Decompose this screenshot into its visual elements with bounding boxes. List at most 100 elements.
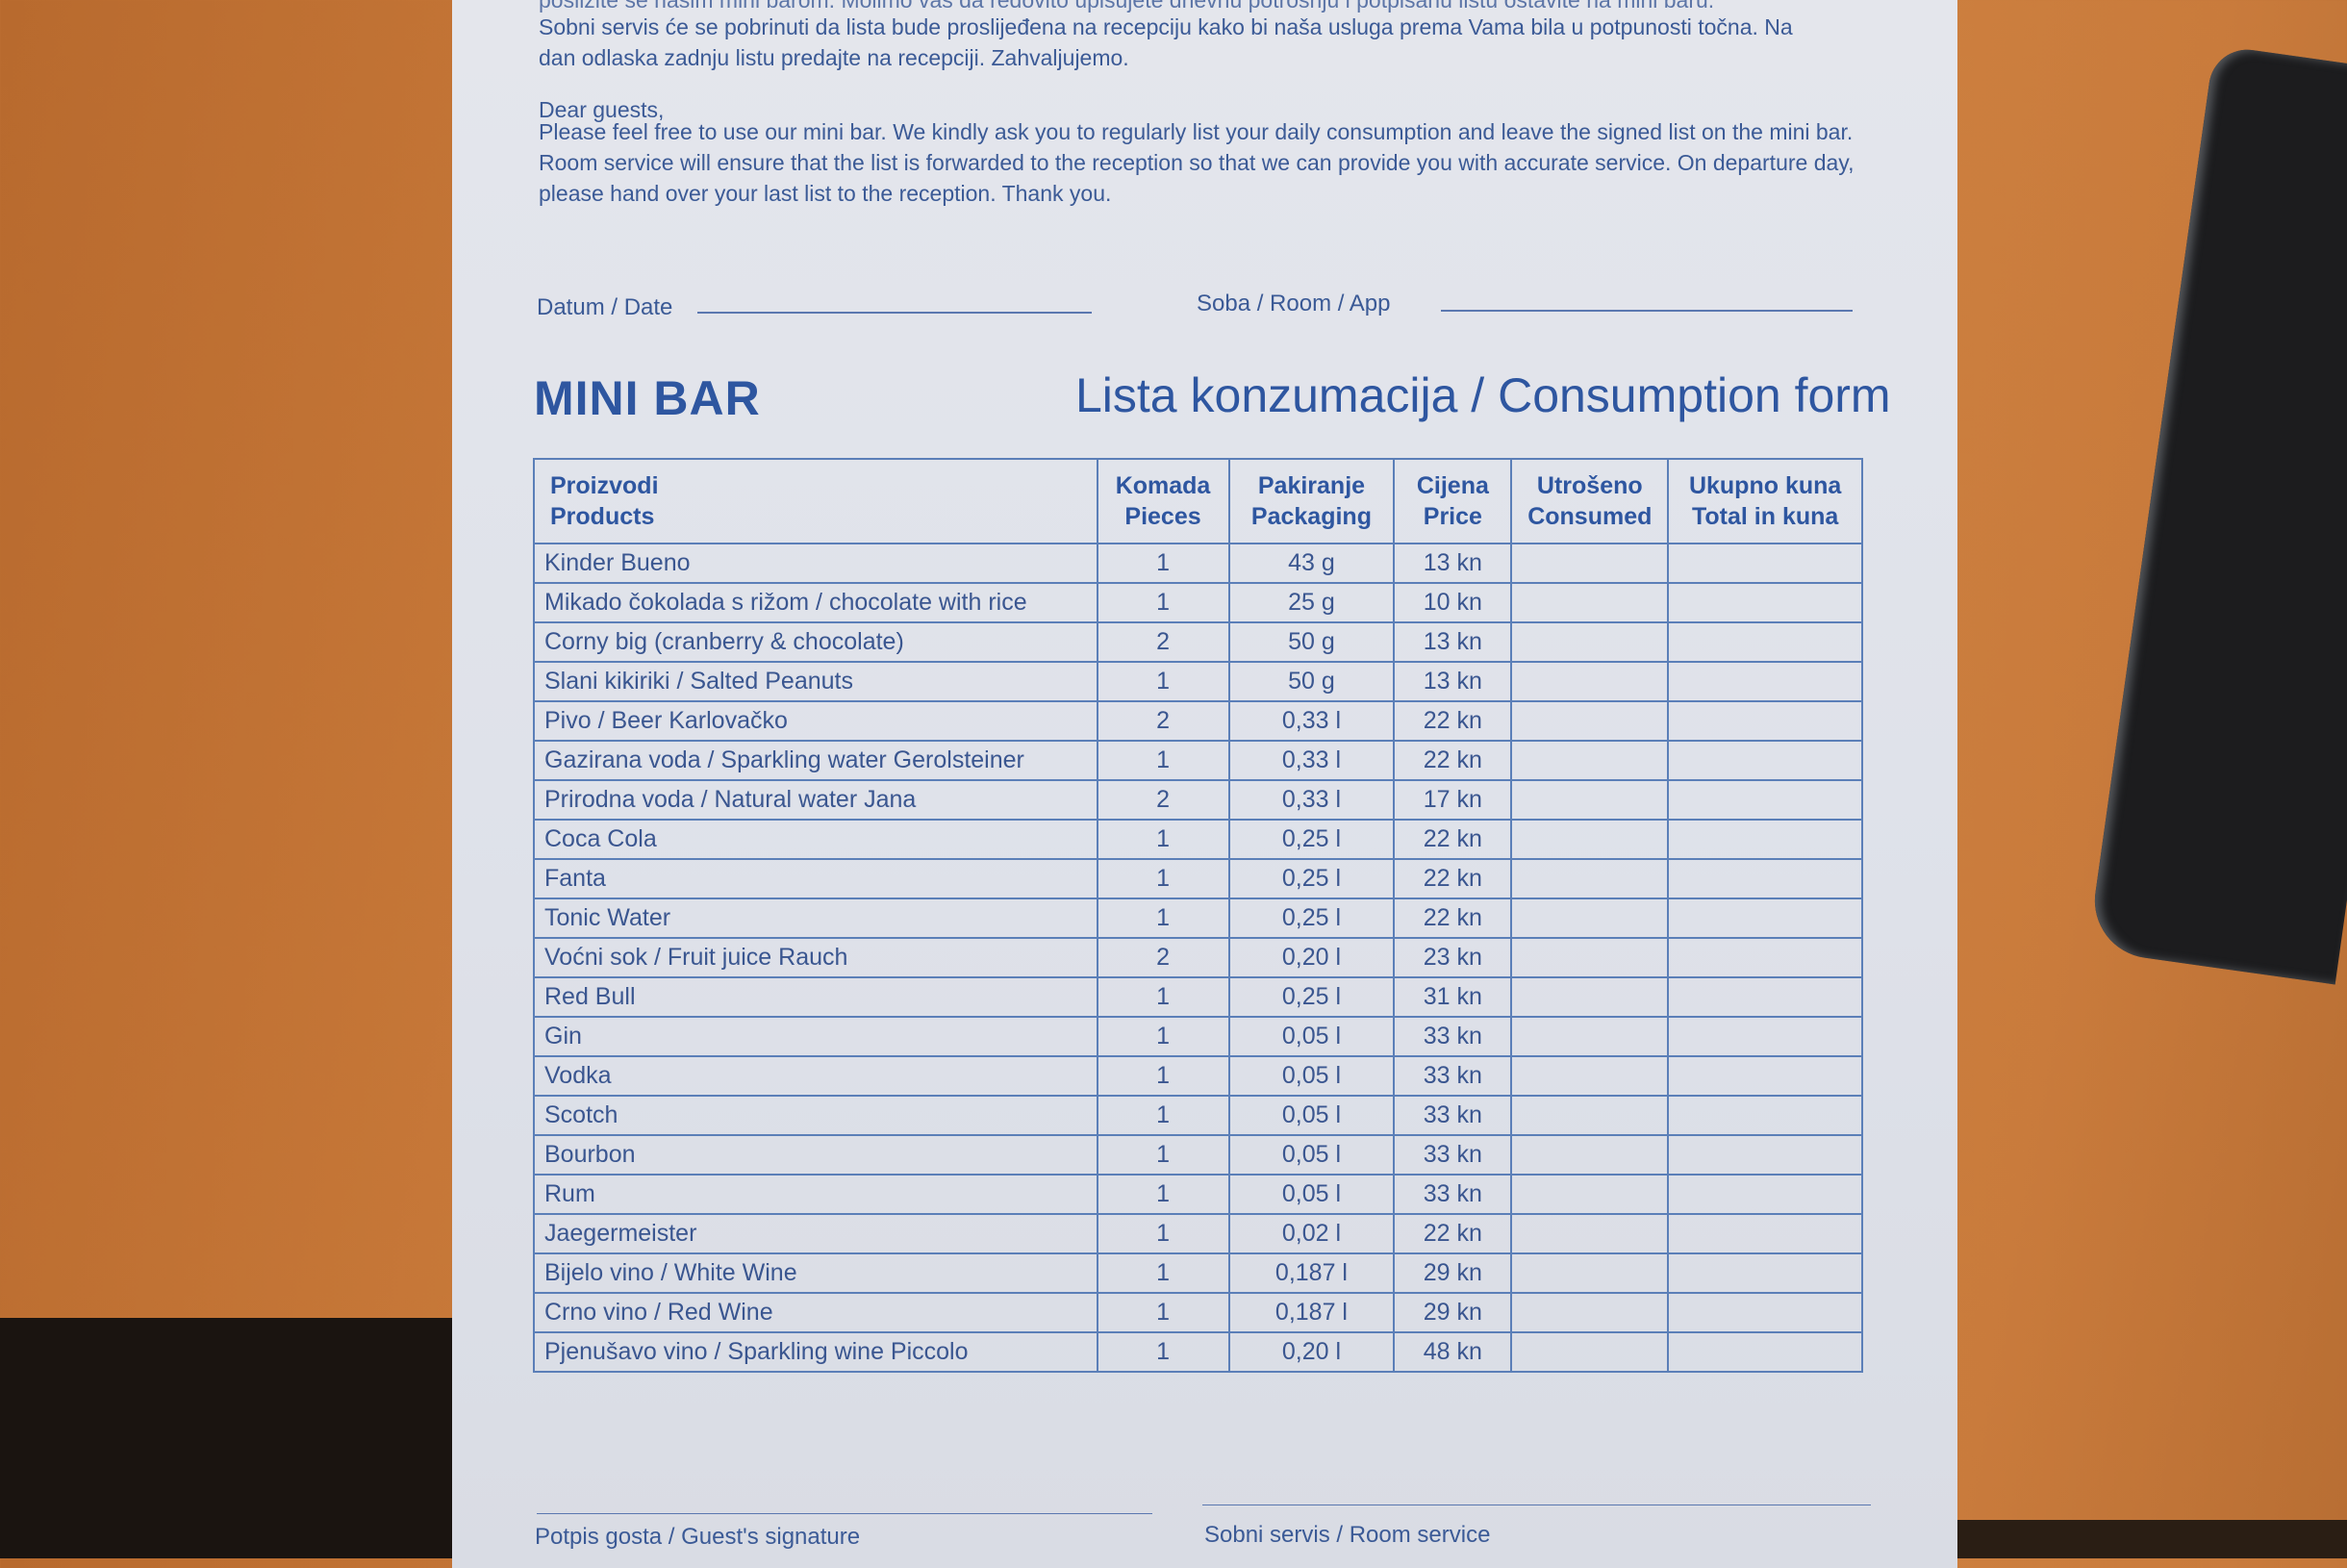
- cell-product: Jaegermeister: [533, 1213, 1098, 1254]
- cell-pieces: 1: [1096, 1134, 1230, 1176]
- cell-consumed-input[interactable]: [1510, 1174, 1670, 1215]
- cell-pieces: 1: [1096, 1292, 1230, 1333]
- cell-product: Kinder Bueno: [533, 543, 1098, 584]
- room-field[interactable]: [1441, 310, 1853, 312]
- table-row: Crno vino / Red Wine 1 0,187 l 29 kn: [533, 1292, 1863, 1333]
- table-row: Slani kikiriki / Salted Peanuts 1 50 g 13 k…: [533, 661, 1863, 702]
- column-header-line: Utrošeno: [1536, 472, 1643, 499]
- cell-packaging: 0,05 l: [1227, 1174, 1396, 1215]
- cell-consumed-input[interactable]: [1510, 740, 1670, 781]
- cell-product: Voćni sok / Fruit juice Rauch: [533, 937, 1098, 978]
- cell-packaging: 0,187 l: [1227, 1252, 1396, 1294]
- cell-total-input[interactable]: [1667, 937, 1863, 978]
- cell-total-input[interactable]: [1667, 1134, 1863, 1176]
- cell-total-input[interactable]: [1667, 898, 1863, 939]
- cell-total-input[interactable]: [1667, 1252, 1863, 1294]
- cell-pieces: 1: [1096, 1016, 1230, 1057]
- cell-consumed-input[interactable]: [1510, 700, 1670, 742]
- cell-packaging: 0,25 l: [1227, 976, 1396, 1018]
- cell-price: 17 kn: [1393, 779, 1513, 821]
- cell-pieces: 1: [1096, 1331, 1230, 1373]
- cell-total-input[interactable]: [1667, 819, 1863, 860]
- cell-pieces: 1: [1096, 543, 1230, 584]
- cell-product: Gazirana voda / Sparkling water Gerolste…: [533, 740, 1098, 781]
- cell-pieces: 1: [1096, 582, 1230, 623]
- cell-pieces: 1: [1096, 1095, 1230, 1136]
- cell-price: 33 kn: [1393, 1095, 1513, 1136]
- cell-total-input[interactable]: [1667, 779, 1863, 821]
- cell-product: Slani kikiriki / Salted Peanuts: [533, 661, 1098, 702]
- cell-total-input[interactable]: [1667, 858, 1863, 899]
- cell-total-input[interactable]: [1667, 661, 1863, 702]
- cell-consumed-input[interactable]: [1510, 543, 1670, 584]
- cell-consumed-input[interactable]: [1510, 779, 1670, 821]
- column-header: Ukupno kuna Total in kuna: [1667, 458, 1863, 544]
- cell-product: Pjenušavo vino / Sparkling wine Piccolo: [533, 1331, 1098, 1373]
- cell-packaging: 0,33 l: [1227, 700, 1396, 742]
- intro-en-greeting: Dear guests,: [539, 97, 665, 122]
- cell-consumed-input[interactable]: [1510, 1292, 1670, 1333]
- cell-total-input[interactable]: [1667, 1055, 1863, 1097]
- cell-consumed-input[interactable]: [1510, 976, 1670, 1018]
- cell-consumed-input[interactable]: [1510, 819, 1670, 860]
- cell-consumed-input[interactable]: [1510, 1055, 1670, 1097]
- cell-consumed-input[interactable]: [1510, 858, 1670, 899]
- cell-consumed-input[interactable]: [1510, 661, 1670, 702]
- column-header-line: Cijena: [1416, 472, 1489, 499]
- cell-total-input[interactable]: [1667, 621, 1863, 663]
- cell-packaging: 50 g: [1227, 661, 1396, 702]
- cell-product: Bourbon: [533, 1134, 1098, 1176]
- column-header-line: Total in kuna: [1691, 503, 1839, 530]
- guest-signature-line[interactable]: [537, 1513, 1152, 1514]
- cell-total-input[interactable]: [1667, 740, 1863, 781]
- cell-consumed-input[interactable]: [1510, 1252, 1670, 1294]
- cell-consumed-input[interactable]: [1510, 1134, 1670, 1176]
- cell-product: Pivo / Beer Karlovačko: [533, 700, 1098, 742]
- cell-total-input[interactable]: [1667, 543, 1863, 584]
- cell-total-input[interactable]: [1667, 976, 1863, 1018]
- cell-total-input[interactable]: [1667, 1174, 1863, 1215]
- cell-consumed-input[interactable]: [1510, 1016, 1670, 1057]
- table-row: Corny big (cranberry & chocolate) 2 50 g 13…: [533, 621, 1863, 663]
- column-header-line: Komada: [1115, 472, 1211, 499]
- black-device: [2087, 44, 2347, 985]
- desk-shadow: [1953, 1520, 2347, 1558]
- cell-packaging: 0,05 l: [1227, 1095, 1396, 1136]
- cell-price: 29 kn: [1393, 1252, 1513, 1294]
- cell-pieces: 2: [1096, 779, 1230, 821]
- cell-price: 13 kn: [1393, 621, 1513, 663]
- cell-total-input[interactable]: [1667, 1016, 1863, 1057]
- cell-product: Prirodna voda / Natural water Jana: [533, 779, 1098, 821]
- column-header-line: Pieces: [1124, 503, 1201, 530]
- cell-total-input[interactable]: [1667, 1095, 1863, 1136]
- consumption-form-title: Lista konzumacija / Consumption form: [1075, 368, 1891, 422]
- cell-packaging: 0,20 l: [1227, 937, 1396, 978]
- cell-consumed-input[interactable]: [1510, 898, 1670, 939]
- cell-total-input[interactable]: [1667, 700, 1863, 742]
- cell-consumed-input[interactable]: [1510, 1331, 1670, 1373]
- cell-product: Tonic Water: [533, 898, 1098, 939]
- cell-consumed-input[interactable]: [1510, 582, 1670, 623]
- cell-total-input[interactable]: [1667, 1213, 1863, 1254]
- cell-consumed-input[interactable]: [1510, 621, 1670, 663]
- cell-total-input[interactable]: [1667, 582, 1863, 623]
- consumption-table: Proizvodi Products Komada Pieces Pakiranje Pa…: [533, 458, 1863, 1373]
- cell-packaging: 0,187 l: [1227, 1292, 1396, 1333]
- cell-total-input[interactable]: [1667, 1292, 1863, 1333]
- cell-packaging: 0,20 l: [1227, 1331, 1396, 1373]
- cell-packaging: 0,33 l: [1227, 740, 1396, 781]
- table-row: Bijelo vino / White Wine 1 0,187 l 29 kn: [533, 1252, 1863, 1294]
- cell-price: 31 kn: [1393, 976, 1513, 1018]
- cell-consumed-input[interactable]: [1510, 1213, 1670, 1254]
- cell-consumed-input[interactable]: [1510, 937, 1670, 978]
- date-field[interactable]: [697, 312, 1092, 314]
- cell-total-input[interactable]: [1667, 1331, 1863, 1373]
- cell-pieces: 1: [1096, 976, 1230, 1018]
- cell-consumed-input[interactable]: [1510, 1095, 1670, 1136]
- cell-product: Rum: [533, 1174, 1098, 1215]
- cell-product: Crno vino / Red Wine: [533, 1292, 1098, 1333]
- table-row: Fanta 1 0,25 l 22 kn: [533, 858, 1863, 899]
- cell-packaging: 25 g: [1227, 582, 1396, 623]
- column-header: Proizvodi Products: [533, 458, 1098, 544]
- table-row: Coca Cola 1 0,25 l 22 kn: [533, 819, 1863, 860]
